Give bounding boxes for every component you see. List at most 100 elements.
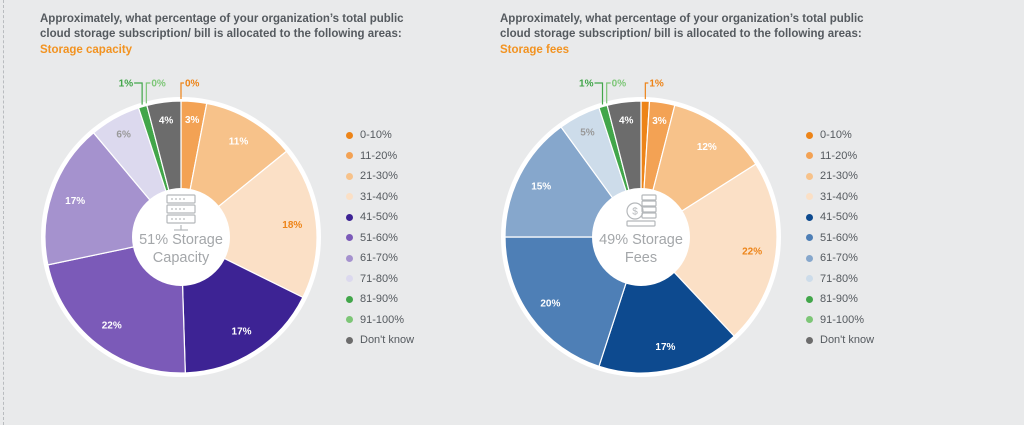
legend-swatch xyxy=(346,275,353,283)
donut-center xyxy=(592,188,690,286)
legend-label: Don't know xyxy=(820,334,875,347)
data-label-31-40-: 22% xyxy=(742,247,762,258)
legend-swatch xyxy=(806,172,813,180)
legend-swatch xyxy=(806,193,813,201)
legend-label: 21-30% xyxy=(820,170,858,183)
data-label-91-100-: 0% xyxy=(151,79,166,90)
data-label-81-90--leader xyxy=(134,82,143,105)
data-label-41-50-: 17% xyxy=(232,327,252,338)
legend-item: 11-20% xyxy=(346,146,414,167)
legend-label: 61-70% xyxy=(360,252,398,265)
data-label-61-70-: 15% xyxy=(531,182,551,193)
legend-item: 0-10% xyxy=(806,125,874,146)
center-label-line1: 49% Storage xyxy=(599,232,683,248)
legend-swatch xyxy=(806,131,813,139)
data-label-81-90-: 1% xyxy=(119,79,134,90)
data-label-11-20-: 3% xyxy=(185,115,200,126)
legend-label: 71-80% xyxy=(820,272,858,285)
legend-label: 11-20% xyxy=(360,149,398,162)
center-label-line2: Fees xyxy=(625,250,657,266)
legend-label: 0-10% xyxy=(360,129,392,142)
legend-swatch xyxy=(346,213,353,221)
legend-swatch xyxy=(806,152,813,160)
legend-swatch xyxy=(346,316,353,324)
data-label-51-60-: 20% xyxy=(540,298,560,309)
data-label-31-40-: 18% xyxy=(282,220,302,231)
legend-item: 31-40% xyxy=(346,187,414,208)
legend-label: 11-20% xyxy=(820,149,858,162)
data-label-71-80-: 5% xyxy=(580,127,595,138)
data-label-51-60-: 22% xyxy=(102,321,122,332)
legend-label: 41-50% xyxy=(820,211,858,224)
legend-swatch xyxy=(346,131,353,139)
data-label-0-10--leader xyxy=(180,82,184,99)
center-label-line2: Capacity xyxy=(153,250,210,266)
legend-item: 0-10% xyxy=(346,125,414,146)
legend-swatch xyxy=(806,213,813,221)
legend-label: 71-80% xyxy=(360,272,398,285)
legend-label: 41-50% xyxy=(360,211,398,224)
legend-swatch xyxy=(346,152,353,160)
chart-panel-storage-capacity: Approximately, what percentage of your o… xyxy=(40,0,540,425)
legend-item: 71-80% xyxy=(806,269,874,290)
legend-label: 91-100% xyxy=(360,313,405,326)
legend-label: Don't know xyxy=(360,334,415,347)
legend-label: 0-10% xyxy=(820,129,852,142)
donut-chart-storage-fees: $49% Storage Fees 1% 3% 12% 22% 17% 20% 15% 5% 1% 0… xyxy=(501,79,781,377)
legend-swatch xyxy=(346,254,353,262)
data-label-don-t-know: 4% xyxy=(159,115,174,126)
data-label-don-t-know: 4% xyxy=(619,115,634,126)
legend-label: 91-100% xyxy=(820,313,865,326)
data-label-91-100--leader xyxy=(606,82,611,104)
legend-item: Don't know xyxy=(806,330,874,351)
legend-item: Don't know xyxy=(346,330,414,351)
legend-item: 61-70% xyxy=(806,248,874,269)
legend-label: 31-40% xyxy=(360,190,398,203)
data-label-61-70-: 17% xyxy=(65,196,85,207)
data-label-71-80-: 6% xyxy=(116,129,131,140)
legend-swatch xyxy=(346,295,353,303)
legend-swatch xyxy=(806,254,813,262)
donut-slice-31-40- xyxy=(179,150,318,299)
data-label-91-100-: 0% xyxy=(612,79,627,90)
legend-label: 21-30% xyxy=(360,170,398,183)
svg-text:$: $ xyxy=(632,207,638,218)
page-left-border xyxy=(3,0,4,425)
donut-chart-storage-capacity: 51% Storage Capacity 0% 3% 11% 18% 17% 22% 17% 6%… xyxy=(41,79,321,377)
donut-slice-31-40- xyxy=(640,163,778,337)
data-label-0-10-: 0% xyxy=(185,79,200,90)
data-label-21-30-: 11% xyxy=(229,136,249,147)
legend-item: 71-80% xyxy=(346,269,414,290)
legend-item: 91-100% xyxy=(346,310,414,331)
data-label-81-90-: 1% xyxy=(579,79,594,90)
legend-label: 61-70% xyxy=(820,252,858,265)
legend-item: 41-50% xyxy=(806,207,874,228)
center-label-line1: 51% Storage xyxy=(139,232,223,248)
legend-item: 41-50% xyxy=(346,207,414,228)
chart-question: Approximately, what percentage of your o… xyxy=(40,13,404,40)
data-label-0-10-: 1% xyxy=(649,79,664,90)
data-label-21-30-: 12% xyxy=(697,142,717,153)
legend-item: 91-100% xyxy=(806,310,874,331)
data-label-0-10--leader xyxy=(644,82,649,100)
legend-item: 51-60% xyxy=(346,228,414,249)
legend-item: 81-90% xyxy=(346,289,414,310)
legend-label: 31-40% xyxy=(820,190,858,203)
legend-label: 51-60% xyxy=(820,231,858,244)
donut-center xyxy=(132,188,230,286)
legend-item: 31-40% xyxy=(806,187,874,208)
data-label-81-90--leader xyxy=(594,82,604,105)
legend-swatch xyxy=(806,275,813,283)
legend-label: 81-90% xyxy=(360,293,398,306)
legend-item: 51-60% xyxy=(806,228,874,249)
chart-subtitle: Storage fees xyxy=(500,44,570,56)
legend-label: 81-90% xyxy=(820,293,858,306)
chart-legend: 0-10% 11-20% 21-30% 31-40% 41-50% 51-60% 61-70… xyxy=(346,125,414,351)
chart-question: Approximately, what percentage of your o… xyxy=(500,13,864,40)
legend-item: 61-70% xyxy=(346,248,414,269)
legend-label: 51-60% xyxy=(360,231,398,244)
chart-panel-storage-fees: Approximately, what percentage of your o… xyxy=(500,0,1000,425)
legend-item: 21-30% xyxy=(346,166,414,187)
legend-swatch xyxy=(806,234,813,242)
legend-swatch xyxy=(806,295,813,303)
